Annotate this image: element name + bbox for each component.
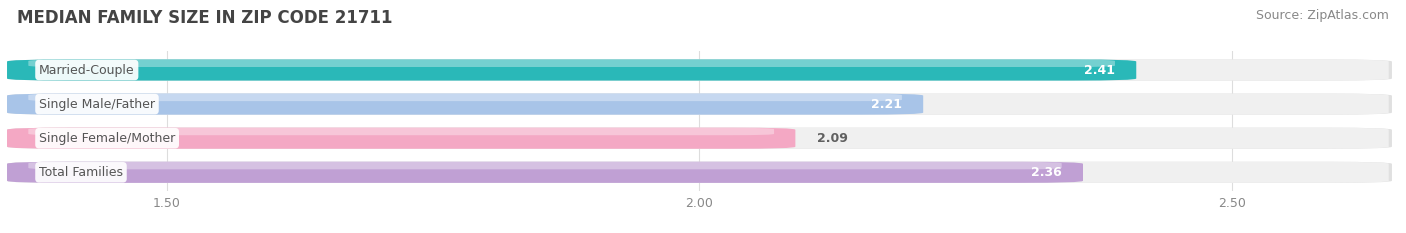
FancyBboxPatch shape [7,93,1392,115]
FancyBboxPatch shape [7,59,1136,81]
Text: MEDIAN FAMILY SIZE IN ZIP CODE 21711: MEDIAN FAMILY SIZE IN ZIP CODE 21711 [17,9,392,27]
Text: Total Families: Total Families [39,166,122,179]
Text: 2.09: 2.09 [817,132,848,145]
Text: 2.36: 2.36 [1031,166,1062,179]
FancyBboxPatch shape [10,128,1389,149]
FancyBboxPatch shape [10,60,1389,80]
FancyBboxPatch shape [28,162,1062,169]
Text: Single Male/Father: Single Male/Father [39,98,155,111]
FancyBboxPatch shape [10,162,1389,183]
Text: 2.21: 2.21 [870,98,901,111]
Text: Source: ZipAtlas.com: Source: ZipAtlas.com [1256,9,1389,22]
FancyBboxPatch shape [7,128,1392,149]
FancyBboxPatch shape [28,60,1115,67]
Text: Single Female/Mother: Single Female/Mother [39,132,176,145]
FancyBboxPatch shape [7,59,1392,81]
FancyBboxPatch shape [7,93,924,115]
FancyBboxPatch shape [28,128,775,135]
FancyBboxPatch shape [28,94,901,101]
Text: Married-Couple: Married-Couple [39,64,135,76]
FancyBboxPatch shape [7,162,1392,183]
FancyBboxPatch shape [10,94,1389,115]
FancyBboxPatch shape [7,162,1083,183]
FancyBboxPatch shape [7,128,796,149]
Text: 2.41: 2.41 [1084,64,1115,76]
